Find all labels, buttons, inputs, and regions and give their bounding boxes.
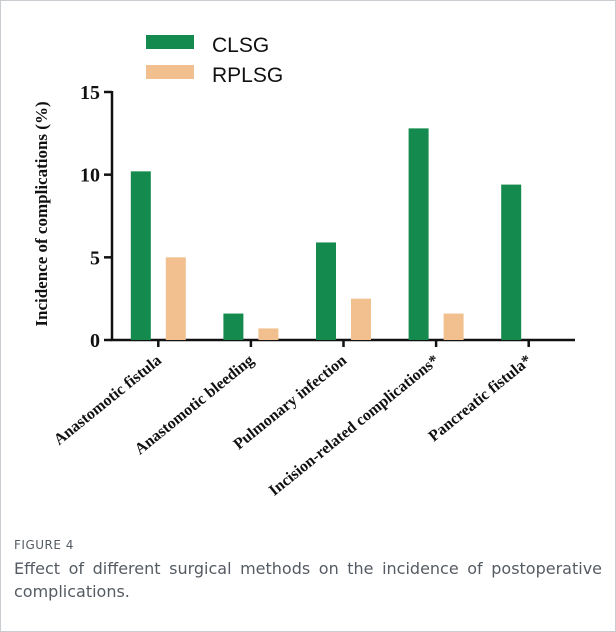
bar-clsg xyxy=(223,313,244,340)
figure-label: FIGURE 4 xyxy=(14,538,74,552)
bar-rplsg xyxy=(165,257,186,340)
legend-label-rplsg: RPLSG xyxy=(212,64,283,87)
y-tick-label: 15 xyxy=(80,82,100,104)
bar-clsg xyxy=(501,184,522,340)
bar-clsg xyxy=(408,128,429,340)
legend-swatch-clsg xyxy=(146,35,194,49)
legend-swatch-rplsg xyxy=(146,65,194,79)
y-axis: 0 5 10 15 xyxy=(80,82,114,352)
bars xyxy=(130,128,522,340)
bar-rplsg xyxy=(443,313,464,340)
y-tick-label: 5 xyxy=(90,247,100,269)
y-tick-label: 0 xyxy=(90,330,100,352)
figure-caption: FIGURE 4 Effect of different surgical me… xyxy=(14,538,602,603)
x-tick-label: Pancreatic fistula* xyxy=(426,352,536,445)
legend-label-clsg: CLSG xyxy=(212,34,269,57)
bar-clsg xyxy=(130,171,151,340)
bar-chart: CLSG RPLSG 0 5 10 15 Anastomotic fistulaAnas… xyxy=(32,34,575,500)
figure-caption-text: Effect of different surgical methods on … xyxy=(14,559,602,601)
y-axis-label: Incidence of complications (%) xyxy=(32,101,51,326)
bar-rplsg xyxy=(351,298,371,340)
bar-clsg xyxy=(316,242,336,340)
x-tick-label: Incision-related complications* xyxy=(266,352,443,500)
chart-legend: CLSG RPLSG xyxy=(146,34,283,87)
bar-rplsg xyxy=(258,328,279,340)
y-tick-label: 10 xyxy=(80,165,100,187)
